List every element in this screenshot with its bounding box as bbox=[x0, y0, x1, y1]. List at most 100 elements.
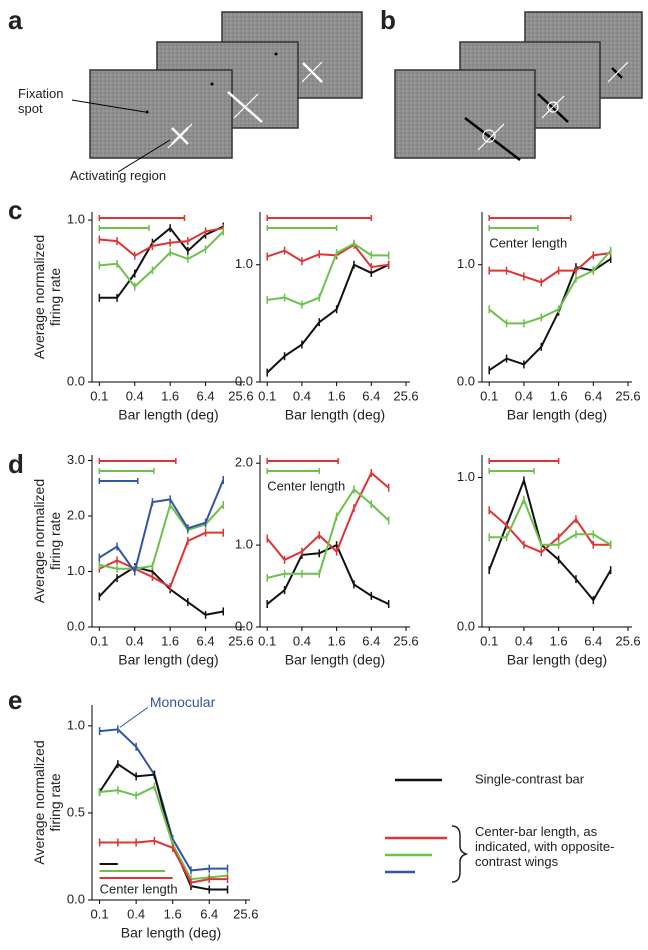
series-line bbox=[266, 543, 390, 605]
x-axis-label: Bar length (deg) bbox=[118, 652, 218, 668]
x-tick-label: 1.6 bbox=[550, 388, 568, 403]
x-tick-label: 6.4 bbox=[584, 633, 602, 648]
y-tick-label: 3.0 bbox=[67, 452, 85, 467]
x-tick-label: 6.4 bbox=[200, 906, 218, 921]
center-length-bar bbox=[488, 468, 535, 474]
x-tick-label: 6.4 bbox=[362, 633, 380, 648]
panel-letter: a bbox=[8, 5, 23, 35]
series-line bbox=[99, 839, 228, 884]
y-tick-label: 0.0 bbox=[235, 618, 253, 633]
annotation: Center length bbox=[100, 881, 178, 896]
center-length-bar bbox=[98, 225, 150, 231]
y-tick-label: 0.0 bbox=[67, 891, 85, 906]
x-tick-label: 0.1 bbox=[480, 388, 498, 403]
series-label: Monocular bbox=[150, 694, 216, 710]
series-line bbox=[99, 785, 228, 881]
arrows-a bbox=[167, 61, 323, 149]
legend-center-text: Center-bar length, as indicated, with op… bbox=[475, 824, 615, 869]
x-tick-label: 1.6 bbox=[328, 633, 346, 648]
legend-brace bbox=[451, 825, 469, 883]
x-tick-label: 0.1 bbox=[258, 388, 276, 403]
x-tick-label: 0.4 bbox=[126, 633, 144, 648]
legend-single: Single-contrast bar bbox=[475, 771, 585, 786]
series-line bbox=[266, 487, 390, 579]
y-tick-label: 1.0 bbox=[235, 537, 253, 552]
x-tick-label: 6.4 bbox=[197, 633, 215, 648]
diagram-b bbox=[394, 11, 643, 159]
y-tick-label: 0.0 bbox=[67, 618, 85, 633]
center-length-bar bbox=[266, 468, 321, 474]
x-tick-label: 25.6 bbox=[615, 388, 640, 403]
x-tick-label: 0.1 bbox=[90, 633, 108, 648]
center-length-bar bbox=[488, 458, 560, 464]
series-line bbox=[98, 531, 224, 589]
y-tick-label: 0.0 bbox=[457, 373, 475, 388]
y-tick-label: 1.0 bbox=[457, 256, 475, 271]
center-length-bar bbox=[266, 215, 373, 221]
x-tick-label: 0.4 bbox=[293, 633, 311, 648]
y-tick-label: 2.0 bbox=[235, 455, 253, 470]
series-line bbox=[488, 250, 612, 325]
x-tick-label: 0.1 bbox=[91, 906, 109, 921]
annotation: Center length bbox=[489, 235, 567, 250]
series-line bbox=[489, 497, 612, 546]
annotation: Center length bbox=[267, 478, 345, 493]
x-tick-label: 0.4 bbox=[515, 633, 533, 648]
x-tick-label: 6.4 bbox=[584, 388, 602, 403]
arrows-b bbox=[477, 61, 629, 151]
x-tick-label: 0.4 bbox=[127, 906, 145, 921]
x-tick-label: 1.6 bbox=[328, 388, 346, 403]
x-axis-label: Bar length (deg) bbox=[121, 925, 221, 941]
y-tick-label: 1.0 bbox=[235, 256, 253, 271]
y-tick-label: 0.0 bbox=[235, 373, 253, 388]
series-line bbox=[488, 509, 611, 554]
x-axis-label: Bar length (deg) bbox=[507, 407, 607, 423]
fixation-label: Fixation spot bbox=[18, 86, 64, 116]
series-line bbox=[98, 566, 224, 616]
series-line bbox=[266, 263, 390, 374]
panel-letter: c bbox=[8, 195, 22, 225]
center-length-bar bbox=[98, 468, 155, 474]
y-tick-label: 1.0 bbox=[457, 469, 475, 484]
x-tick-label: 1.6 bbox=[550, 633, 568, 648]
series-line bbox=[99, 502, 224, 570]
y-axis-label: Average normalizedfiring rate bbox=[31, 479, 63, 603]
pointer-lines bbox=[71, 99, 171, 173]
x-tick-label: 25.6 bbox=[615, 633, 640, 648]
center-length-bar bbox=[266, 225, 338, 231]
series-line bbox=[99, 230, 224, 288]
series-line bbox=[266, 243, 389, 269]
center-length-bar bbox=[488, 215, 572, 221]
series-line bbox=[99, 225, 224, 299]
y-tick-label: 1.0 bbox=[67, 717, 85, 732]
x-tick-label: 25.6 bbox=[228, 388, 253, 403]
y-axis-label: Average normalizedfiring rate bbox=[31, 740, 63, 864]
x-tick-label: 0.4 bbox=[515, 388, 533, 403]
x-tick-label: 25.6 bbox=[393, 388, 418, 403]
series-line bbox=[267, 242, 389, 306]
y-tick-label: 0.5 bbox=[67, 804, 85, 819]
x-tick-label: 1.6 bbox=[164, 906, 182, 921]
series-line bbox=[489, 252, 611, 284]
callout-line bbox=[119, 706, 149, 728]
y-tick-label: 1.0 bbox=[67, 212, 85, 227]
series-line bbox=[99, 728, 228, 872]
series-line bbox=[488, 477, 612, 602]
center-length-bar bbox=[266, 458, 339, 464]
x-tick-label: 25.6 bbox=[228, 633, 253, 648]
x-tick-label: 0.1 bbox=[480, 633, 498, 648]
x-tick-label: 25.6 bbox=[233, 906, 258, 921]
center-length-bar bbox=[98, 458, 177, 464]
diagram-a bbox=[89, 11, 363, 159]
x-axis-label: Bar length (deg) bbox=[285, 652, 385, 668]
panel-letter: b bbox=[380, 5, 396, 35]
series-line bbox=[99, 227, 224, 257]
activating-label: Activating region bbox=[70, 168, 167, 183]
series-line bbox=[98, 479, 225, 574]
x-tick-label: 0.1 bbox=[258, 633, 276, 648]
x-tick-label: 0.4 bbox=[126, 388, 144, 403]
x-tick-label: 6.4 bbox=[197, 388, 215, 403]
x-tick-label: 25.6 bbox=[393, 633, 418, 648]
